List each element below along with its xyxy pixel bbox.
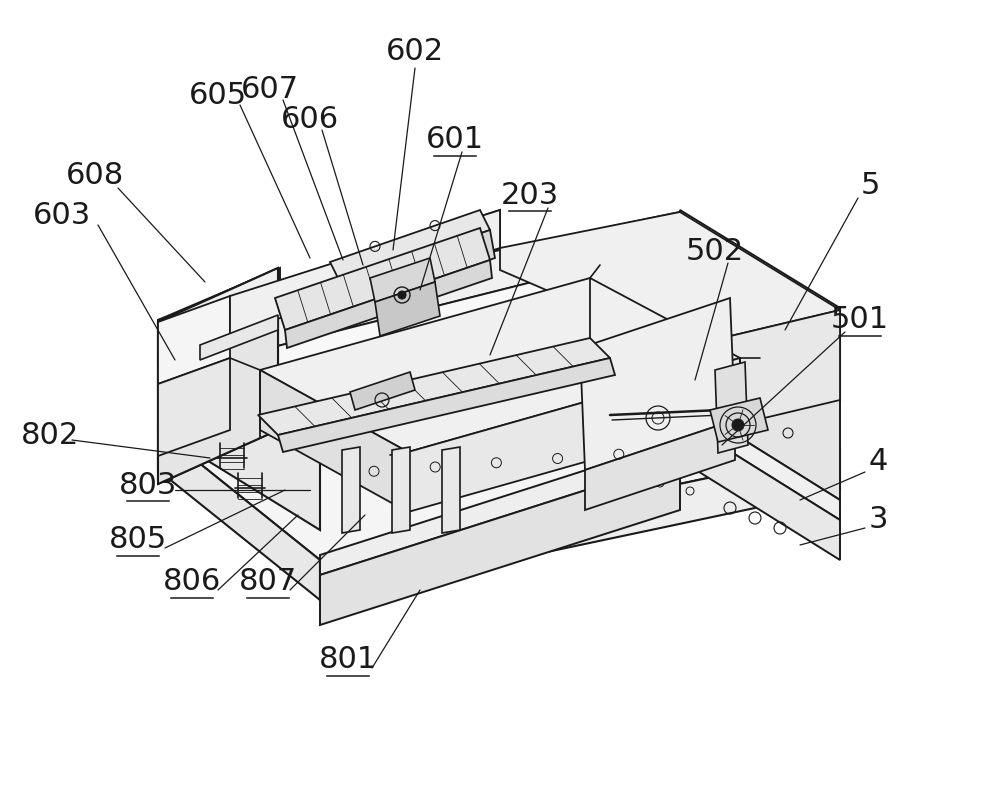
Text: 801: 801 <box>319 646 377 674</box>
Text: 5: 5 <box>860 171 880 199</box>
Text: 601: 601 <box>426 125 484 155</box>
Polygon shape <box>392 447 410 533</box>
Polygon shape <box>408 358 740 512</box>
Text: 3: 3 <box>868 506 888 534</box>
Polygon shape <box>230 210 500 334</box>
Polygon shape <box>680 310 840 430</box>
Polygon shape <box>330 210 490 282</box>
Text: 501: 501 <box>831 306 889 334</box>
Polygon shape <box>320 460 680 625</box>
Polygon shape <box>275 228 490 330</box>
Text: 502: 502 <box>686 237 744 267</box>
Polygon shape <box>342 447 360 533</box>
Polygon shape <box>158 296 230 384</box>
Polygon shape <box>158 268 278 360</box>
Polygon shape <box>260 278 740 452</box>
Text: 603: 603 <box>33 201 91 229</box>
Polygon shape <box>158 210 500 358</box>
Text: 802: 802 <box>21 421 79 449</box>
Polygon shape <box>158 212 840 420</box>
Text: 608: 608 <box>66 160 124 190</box>
Polygon shape <box>680 210 840 330</box>
Text: 806: 806 <box>163 568 221 596</box>
Polygon shape <box>585 420 735 510</box>
Polygon shape <box>158 430 320 600</box>
Polygon shape <box>158 358 230 456</box>
Polygon shape <box>350 372 415 410</box>
Circle shape <box>398 291 406 299</box>
Polygon shape <box>710 398 768 442</box>
Text: 807: 807 <box>239 568 297 596</box>
Polygon shape <box>500 212 840 348</box>
Polygon shape <box>260 370 408 512</box>
Polygon shape <box>285 260 492 348</box>
Text: 803: 803 <box>119 471 177 499</box>
Text: 606: 606 <box>281 106 339 134</box>
Polygon shape <box>580 298 735 470</box>
Polygon shape <box>158 330 840 560</box>
Polygon shape <box>340 230 495 310</box>
Polygon shape <box>680 400 840 520</box>
Text: 607: 607 <box>241 75 299 105</box>
Polygon shape <box>715 362 748 453</box>
Polygon shape <box>680 310 840 438</box>
Polygon shape <box>158 268 280 358</box>
Polygon shape <box>320 450 840 600</box>
Polygon shape <box>158 306 278 484</box>
Polygon shape <box>278 358 615 452</box>
Text: 4: 4 <box>868 448 888 476</box>
Polygon shape <box>442 447 460 533</box>
Polygon shape <box>258 338 610 435</box>
Polygon shape <box>370 258 435 302</box>
Polygon shape <box>375 282 440 336</box>
Polygon shape <box>158 322 320 530</box>
Polygon shape <box>320 440 680 575</box>
Polygon shape <box>158 306 280 430</box>
Polygon shape <box>230 265 760 455</box>
Text: 605: 605 <box>189 80 247 110</box>
Polygon shape <box>680 232 840 500</box>
Polygon shape <box>200 315 278 360</box>
Text: 602: 602 <box>386 37 444 67</box>
Polygon shape <box>680 420 840 560</box>
Polygon shape <box>230 265 760 455</box>
Circle shape <box>732 419 744 431</box>
Text: 805: 805 <box>109 526 167 554</box>
Text: 203: 203 <box>501 180 559 210</box>
